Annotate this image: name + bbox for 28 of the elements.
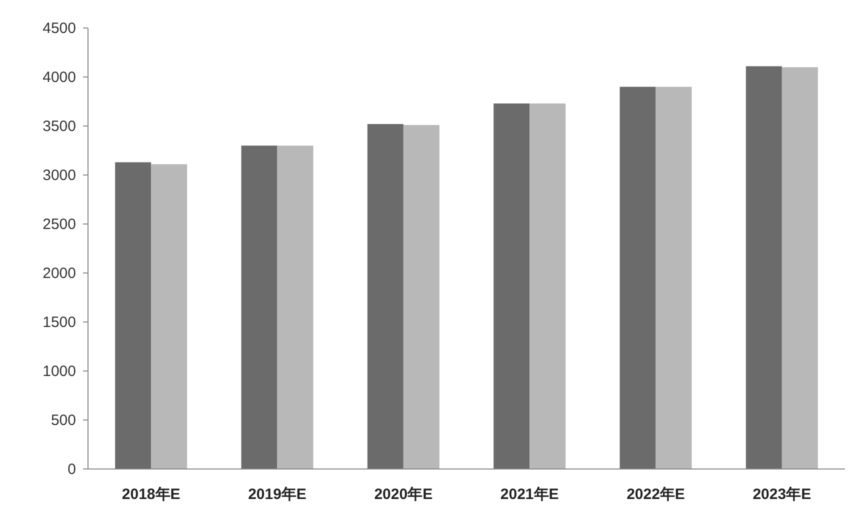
y-tick-label: 3500 <box>42 118 76 135</box>
bar <box>494 103 530 469</box>
bar <box>367 124 404 469</box>
bar <box>746 66 782 469</box>
bar <box>620 86 656 469</box>
bar <box>656 86 692 469</box>
bar <box>530 103 566 469</box>
y-tick-label: 0 <box>68 461 76 478</box>
y-tick-label: 3000 <box>42 167 76 184</box>
bar <box>403 125 440 469</box>
y-tick-label: 2500 <box>42 216 76 233</box>
x-tick-label: 2022年E <box>626 486 685 503</box>
bar <box>241 146 278 469</box>
bar <box>782 67 818 469</box>
bar <box>151 164 188 469</box>
y-tick-label: 1000 <box>42 363 76 380</box>
x-tick-label: 2023年E <box>752 486 812 503</box>
y-tick-label: 500 <box>50 412 76 429</box>
y-tick-label: 1500 <box>42 314 76 331</box>
bar <box>115 162 152 469</box>
x-tick-label: 2018年E <box>122 486 180 503</box>
x-tick-label: 2020年E <box>374 486 433 503</box>
y-tick-label: 4000 <box>42 69 76 86</box>
bar <box>277 146 314 469</box>
y-tick-label: 4500 <box>42 20 76 37</box>
x-tick-label: 2021年E <box>500 486 559 503</box>
y-tick-label: 2000 <box>42 265 76 282</box>
x-tick-label: 2019年E <box>248 486 306 503</box>
